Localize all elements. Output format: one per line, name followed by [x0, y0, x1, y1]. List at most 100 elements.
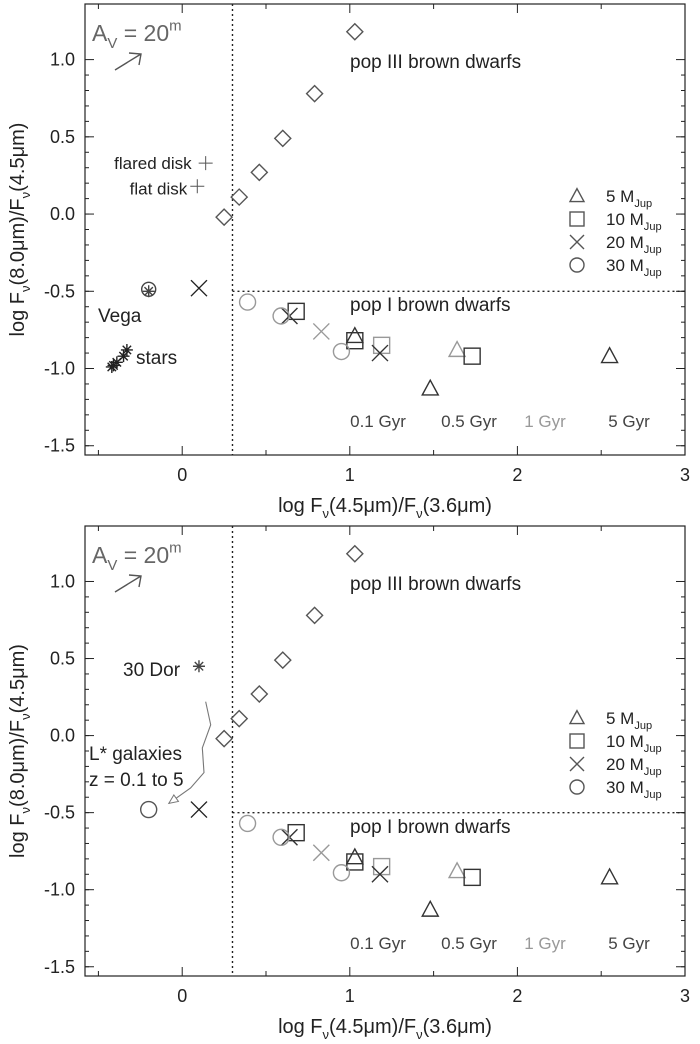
data-point-diamond	[230, 188, 249, 207]
panel-bottom: 0 1 2 3 1.0 0.5 0.0 -0.5 -1.0 -1.5 log Fν(4.5μm)/F…	[7, 525, 690, 1042]
legend-label: 5 MJup	[606, 709, 652, 732]
flared-disk-point	[198, 156, 213, 171]
y-tick-label: -1.5	[44, 436, 75, 456]
data-point-circle	[272, 307, 290, 325]
annotation-vega: Vega	[98, 306, 142, 327]
legend-marker-circle	[569, 257, 585, 273]
star-point	[117, 350, 130, 363]
x-tick-label: 1	[345, 986, 355, 1006]
star-point	[110, 356, 123, 369]
x-tick-label: 1	[345, 465, 355, 485]
galaxy-track-arrowhead	[167, 794, 180, 805]
x-axis-label: log Fν(4.5μm)/Fν(3.6μm)	[278, 495, 492, 521]
legend-label: 30 MJup	[606, 256, 662, 279]
x-tick-label: 3	[680, 465, 690, 485]
panel-top: 0 1 2 3 1.0 0.5 0.0 -0.5 -1.0 -1.5 log Fν(4.5μm)/F…	[7, 3, 690, 521]
data-point-cross	[190, 279, 208, 297]
extinction-label: AV = 20m	[92, 540, 182, 574]
data-point-diamond	[273, 129, 292, 148]
annotation-30-dor: 30 Dor	[123, 660, 181, 681]
y-axis-label: log Fν(8.0μm)/Fν(4.5μm)	[7, 123, 33, 337]
x-tick-label: 0	[177, 986, 187, 1006]
flat-disk-point	[190, 179, 205, 194]
galaxy-track-line	[168, 701, 212, 804]
data-point-square	[346, 332, 364, 350]
data-point-diamond	[345, 22, 364, 41]
y-tick-label: -1.0	[44, 359, 75, 379]
legend-marker-circle	[569, 779, 585, 795]
data-point-triangle	[345, 326, 365, 344]
star-point	[105, 360, 118, 373]
legend-marker-cross	[569, 756, 585, 772]
data-point-cross	[312, 844, 330, 862]
extinction-label: AV = 20m	[92, 18, 182, 52]
data-point-diamond	[305, 606, 324, 625]
legend-marker-cross	[569, 234, 585, 250]
star-point	[120, 343, 133, 356]
legend-marker-square	[569, 211, 585, 227]
age-label: 0.5 Gyr	[441, 412, 497, 431]
data-point-triangle	[421, 378, 440, 396]
age-label: 0.5 Gyr	[441, 934, 497, 953]
age-label: 1 Gyr	[524, 934, 566, 953]
legend-label: 5 MJup	[606, 187, 652, 210]
y-tick-label: 0.5	[50, 127, 75, 147]
x-tick-label: 2	[512, 986, 522, 1006]
data-point-circle	[332, 864, 351, 882]
x-tick-label: 3	[680, 986, 690, 1006]
data-point-square	[463, 347, 481, 365]
age-label: 1 Gyr	[524, 412, 566, 431]
legend-label: 20 MJup	[606, 755, 662, 778]
data-point-triangle	[600, 867, 619, 885]
data-point-circle	[238, 293, 257, 311]
age-label: 0.1 Gyr	[350, 412, 406, 431]
region-label-pop-iii: pop III brown dwarfs	[350, 574, 521, 595]
data-point-diamond	[305, 84, 324, 103]
region-label-pop-i: pop I brown dwarfs	[350, 295, 511, 316]
y-tick-label: -1.0	[44, 880, 75, 900]
region-label-pop-iii: pop III brown dwarfs	[350, 52, 521, 73]
30-dor-point	[192, 660, 205, 673]
y-tick-label: 0.0	[50, 204, 75, 224]
age-label: 5 Gyr	[608, 934, 650, 953]
age-label: 0.1 Gyr	[350, 934, 406, 953]
y-tick-label: 1.0	[50, 50, 75, 70]
data-point-circle	[332, 342, 351, 361]
legend-label: 10 MJup	[606, 210, 662, 233]
data-point-cross	[312, 322, 330, 340]
age-label: 5 Gyr	[608, 412, 650, 431]
vega-point	[140, 281, 157, 298]
data-point-diamond	[345, 544, 364, 563]
data-point-square	[463, 868, 481, 887]
y-tick-label: 0.0	[50, 726, 75, 746]
extinction-arrow	[114, 574, 142, 593]
data-point-square	[346, 853, 364, 871]
data-point-square	[372, 336, 391, 355]
data-point-triangle	[447, 861, 467, 879]
legend-label: 30 MJup	[606, 778, 662, 801]
annotation-flared-disk: flared disk	[114, 154, 192, 173]
annotation-stars: stars	[136, 348, 177, 369]
data-point-circle	[139, 800, 158, 819]
data-point-diamond	[273, 651, 292, 670]
x-tick-label: 2	[512, 465, 522, 485]
y-axis-label: log Fν(8.0μm)/Fν(4.5μm)	[7, 644, 33, 858]
data-point-triangle	[345, 847, 365, 865]
data-point-diamond	[250, 163, 269, 182]
extinction-arrow	[114, 52, 142, 71]
data-point-square	[372, 857, 391, 876]
x-axis-label: log Fν(4.5μm)/Fν(3.6μm)	[278, 1016, 492, 1042]
data-point-cross	[190, 801, 208, 819]
annotation-redshift: z = 0.1 to 5	[89, 770, 184, 791]
data-point-cross	[371, 865, 389, 883]
data-point-diamond	[215, 208, 234, 227]
legend-label: 10 MJup	[606, 732, 662, 755]
y-tick-label: 0.5	[50, 649, 75, 669]
region-label-pop-i: pop I brown dwarfs	[350, 817, 511, 838]
legend-marker-square	[569, 733, 585, 749]
data-point-diamond	[250, 684, 269, 703]
y-tick-label: -0.5	[44, 803, 75, 823]
data-point-circle	[272, 828, 290, 847]
annotation-flat-disk: flat disk	[130, 179, 188, 198]
